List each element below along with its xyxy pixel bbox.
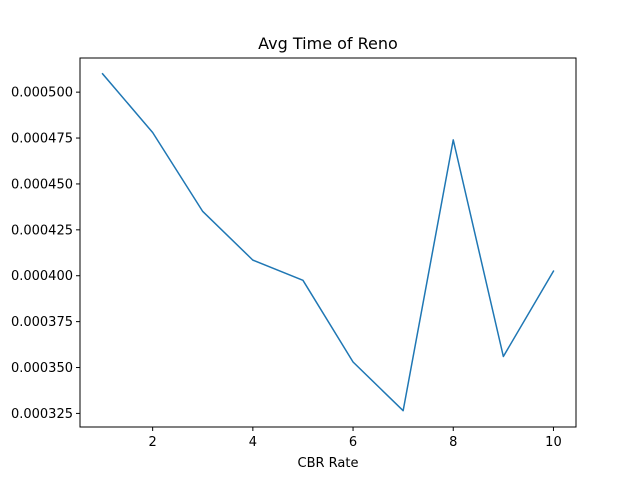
y-tick-label: 0.000475 (11, 132, 73, 147)
x-tick-label: 6 (349, 435, 357, 450)
x-axis-ticks: 2 4 6 8 10 (149, 427, 562, 450)
x-tick-label: 10 (545, 435, 562, 450)
y-axis-ticks: 0.000325 0.000350 0.000375 0.000400 0.000425… (11, 86, 80, 422)
x-tick-label: 4 (249, 435, 257, 450)
y-tick-label: 0.000350 (11, 361, 73, 376)
x-tick-label: 2 (149, 435, 157, 450)
series-line-0 (101, 72, 555, 412)
series-layer (101, 72, 555, 412)
y-tick-label: 0.000325 (11, 407, 73, 422)
x-axis-label: CBR Rate (298, 456, 359, 471)
y-tick-label: 0.000500 (11, 86, 73, 101)
y-tick-label: 0.000400 (11, 269, 73, 284)
chart-title: Avg Time of Reno (258, 34, 398, 53)
y-tick-label: 0.000425 (11, 223, 73, 238)
x-tick-label: 8 (449, 435, 457, 450)
y-tick-label: 0.000450 (11, 177, 73, 192)
plot-area-frame (79, 57, 577, 428)
y-tick-label: 0.000375 (11, 315, 73, 330)
